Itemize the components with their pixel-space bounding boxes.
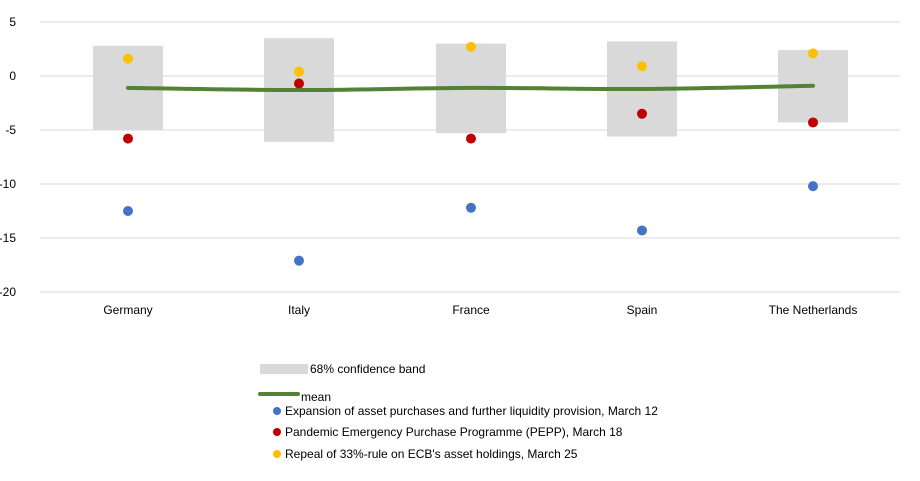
legend-band-swatch (260, 364, 308, 374)
x-tick-label: Italy (288, 303, 310, 317)
legend-series-1-marker (273, 428, 281, 436)
x-tick-label: Germany (103, 303, 152, 317)
x-tick-label: France (452, 303, 490, 317)
legend-mean-swatch (258, 391, 300, 396)
series-2-point (808, 48, 818, 59)
series-1-point (123, 133, 133, 144)
legend-series-2-label: Repeal of 33%-rule on ECB's asset holdin… (285, 446, 578, 461)
y-tick-label: -20 (0, 285, 16, 299)
x-axis-ticks: Germany Italy France Spain The Netherlands (103, 303, 857, 317)
series-0-point (466, 202, 476, 213)
legend-series-0-marker (273, 406, 281, 415)
series-0-point (808, 181, 818, 192)
y-tick-label: -15 (0, 231, 16, 245)
y-tick-label: -5 (5, 123, 16, 137)
series-0-point (123, 206, 133, 216)
series-2-point (466, 41, 476, 52)
series-2-point (123, 53, 133, 64)
series-0-point (294, 255, 304, 266)
legend-band-label: 68% confidence band (310, 362, 426, 376)
series-1-point (466, 133, 476, 144)
y-tick-label: 0 (9, 69, 16, 83)
data-points (123, 41, 818, 266)
legend-series-2-marker (273, 449, 281, 458)
legend-mean-label: mean (301, 389, 332, 404)
series-1-point (637, 108, 647, 119)
legend-series-1-label: Pandemic Emergency Purchase Programme (P… (285, 425, 623, 439)
series-1-point (808, 117, 818, 128)
y-tick-label: 5 (9, 15, 16, 29)
legend-series-0-label: Expansion of asset purchases and further… (285, 403, 658, 418)
x-tick-label: The Netherlands (769, 303, 858, 317)
mean-line (126, 83, 815, 93)
mean-line-group (126, 83, 815, 93)
series-2-point (637, 61, 647, 72)
y-axis-ticks: 5 0 -5 -10 -15 -20 (0, 15, 16, 299)
y-tick-label: -10 (0, 177, 16, 191)
series-2-point (294, 66, 304, 77)
x-tick-label: Spain (627, 303, 658, 317)
series-1-point (294, 78, 304, 89)
series-0-point (637, 225, 647, 236)
